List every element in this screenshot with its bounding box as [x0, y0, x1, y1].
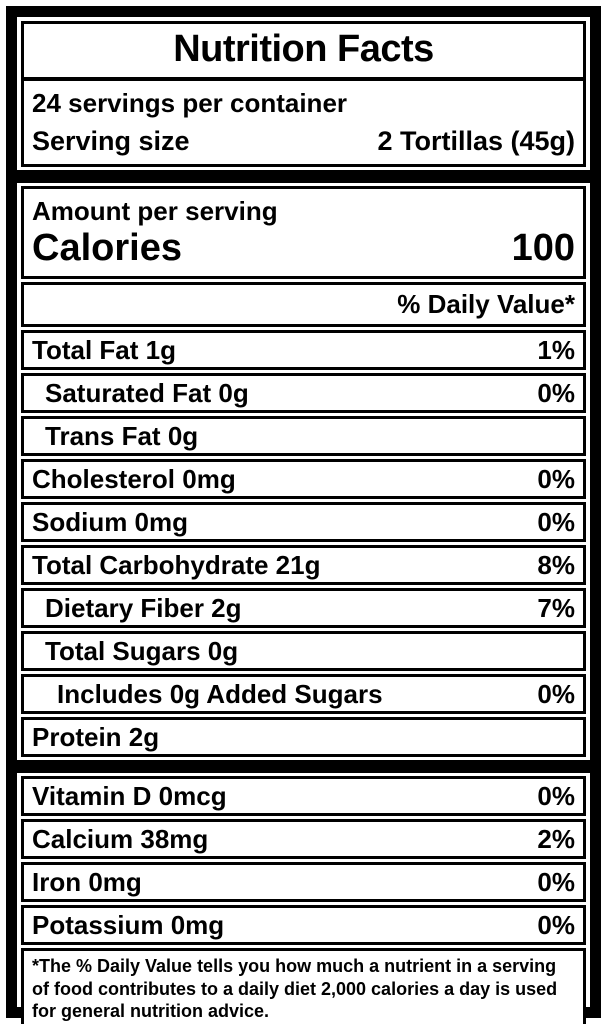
vitamin-row-potassium: Potassium 0mg 0% [21, 905, 586, 946]
amount-per-serving-label: Amount per serving [32, 196, 278, 227]
vitamin-row-vitamin-d: Vitamin D 0mcg 0% [21, 776, 586, 817]
label-title: Nutrition Facts [24, 24, 583, 81]
serving-size-row: Serving size 2 Tortillas (45g) [24, 121, 583, 164]
daily-value: 2% [537, 824, 575, 855]
nutrient-name: Calcium 38mg [32, 824, 209, 855]
section-divider-bar [17, 170, 590, 184]
daily-value: 8% [537, 550, 575, 581]
header-section: Nutrition Facts 24 servings per containe… [21, 21, 586, 168]
nutrient-name: Total Fat 1g [32, 335, 176, 366]
nutrient-name: Cholesterol 0mg [32, 464, 236, 495]
vitamin-row-calcium: Calcium 38mg 2% [21, 819, 586, 860]
nutrient-row-sodium: Sodium 0mg 0% [21, 502, 586, 543]
nutrient-name: Potassium 0mg [32, 910, 225, 941]
daily-value: 0% [537, 910, 575, 941]
nutrient-row-dietary-fiber: Dietary Fiber 2g 7% [21, 588, 586, 629]
calories-section: Amount per serving Calories 100 [21, 186, 586, 280]
nutrient-row-saturated-fat: Saturated Fat 0g 0% [21, 373, 586, 414]
daily-value: 0% [537, 464, 575, 495]
serving-size-value: 2 Tortillas (45g) [377, 125, 575, 156]
calories-row: Calories 100 [32, 227, 575, 276]
nutrient-name: Trans Fat 0g [45, 421, 199, 452]
serving-size-label: Serving size [32, 125, 190, 156]
section-divider-bar [17, 760, 590, 774]
daily-value: 0% [537, 378, 575, 409]
daily-value: 0% [537, 781, 575, 812]
nutrient-name: Dietary Fiber 2g [45, 593, 242, 624]
nutrient-name: Saturated Fat 0g [45, 378, 249, 409]
nutrient-name: Vitamin D 0mcg [32, 781, 227, 812]
nutrient-name: Iron 0mg [32, 867, 142, 898]
nutrient-row-protein: Protein 2g [21, 717, 586, 758]
nutrient-row-trans-fat: Trans Fat 0g [21, 416, 586, 457]
daily-value-footnote: *The % Daily Value tells you how much a … [21, 948, 586, 1024]
nutrient-row-added-sugars: Includes 0g Added Sugars 0% [21, 674, 586, 715]
nutrient-row-total-fat: Total Fat 1g 1% [21, 330, 586, 371]
calories-value: 100 [511, 227, 575, 270]
daily-value-header: % Daily Value* [21, 282, 586, 328]
daily-value: 0% [537, 867, 575, 898]
nutrient-name: Includes 0g Added Sugars [57, 679, 383, 710]
nutrient-name: Total Carbohydrate 21g [32, 550, 321, 581]
nutrient-name: Protein 2g [32, 722, 160, 753]
nutrient-row-total-carbohydrate: Total Carbohydrate 21g 8% [21, 545, 586, 586]
daily-value: 7% [537, 593, 575, 624]
daily-value: 0% [537, 679, 575, 710]
nutrient-row-cholesterol: Cholesterol 0mg 0% [21, 459, 586, 500]
daily-value: 1% [537, 335, 575, 366]
nutrient-row-total-sugars: Total Sugars 0g [21, 631, 586, 672]
servings-per-container: 24 servings per container [32, 87, 348, 118]
nutrient-name: Total Sugars 0g [45, 636, 239, 667]
label-frame: Nutrition Facts 24 servings per containe… [6, 6, 601, 1024]
nutrient-name: Sodium 0mg [32, 507, 189, 538]
daily-value: 0% [537, 507, 575, 538]
calories-label: Calories [32, 227, 182, 270]
vitamin-row-iron: Iron 0mg 0% [21, 862, 586, 903]
